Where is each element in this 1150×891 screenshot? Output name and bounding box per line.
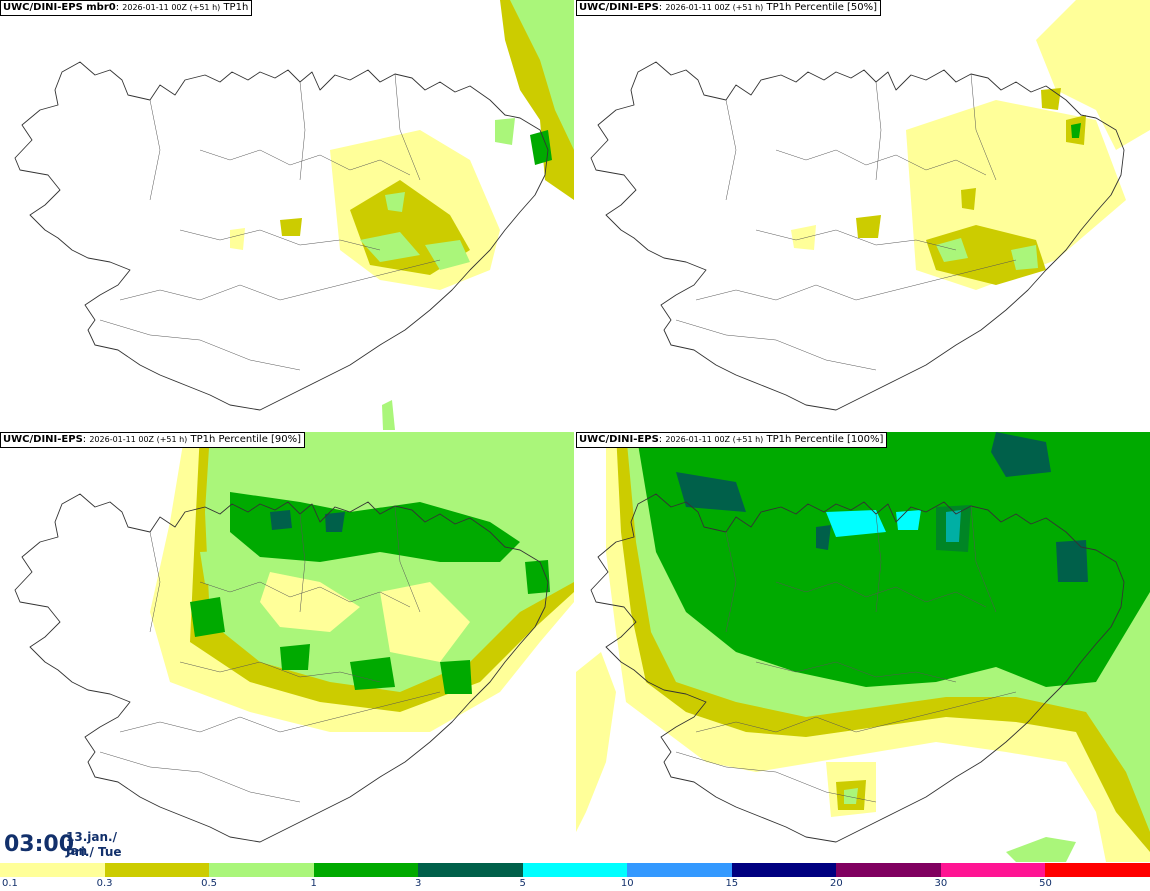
map-panel-p50: UWC/DINI-EPS: 2026-01-11 00Z (+51 h) TP1…	[576, 0, 1150, 430]
panel-title: UWC/DINI-EPS: 2026-01-11 00Z (+51 h) TP1…	[576, 0, 882, 16]
legend-tick-label: 20	[829, 878, 843, 889]
legend-tick-label: 1	[310, 878, 317, 889]
legend-tick-label: 0.5	[201, 878, 218, 889]
map-panel-mbr0: UWC/DINI-EPS mbr0: 2026-01-11 00Z (+51 h…	[0, 0, 574, 430]
legend-swatch	[940, 863, 1046, 877]
map-panel-p100: UWC/DINI-EPS: 2026-01-11 00Z (+51 h) TP1…	[576, 432, 1150, 862]
legend-swatch	[313, 863, 419, 877]
panel-title: UWC/DINI-EPS mbr0: 2026-01-11 00Z (+51 h…	[0, 0, 253, 16]
legend-swatch	[104, 863, 210, 877]
legend-swatch	[418, 863, 524, 877]
precipitation-map	[14, 432, 574, 843]
panel-title: UWC/DINI-EPS: 2026-01-11 00Z (+51 h) TP1…	[0, 432, 306, 448]
legend-tick-label: 15	[725, 878, 739, 889]
precipitation-map	[590, 0, 1150, 411]
legend-tick-label: 10	[620, 878, 634, 889]
valid-date: 13.jan./ Jan	[66, 830, 117, 858]
legend-tick-label: 50	[1039, 878, 1052, 889]
valid-day: Þri./ Tue	[66, 845, 122, 859]
color-legend: 0.1 0.3 0.5 1 3 5 10 15 20 30 50	[0, 862, 1150, 891]
legend-swatch	[522, 863, 628, 877]
map-panel-p90: UWC/DINI-EPS: 2026-01-11 00Z (+51 h) TP1…	[0, 432, 574, 862]
precipitation-map	[576, 432, 1150, 862]
legend-swatch	[0, 863, 106, 877]
legend-tick-label: 3	[414, 878, 422, 889]
legend-tick-label: 30	[934, 878, 948, 889]
panel-divider-horizontal	[0, 430, 1150, 432]
legend-swatch	[627, 863, 733, 877]
valid-time: 03:00	[4, 832, 75, 857]
legend-swatch	[731, 863, 837, 877]
legend-tick-label: 0.1	[2, 878, 18, 889]
legend-tick-label: 5	[519, 878, 526, 889]
legend-swatch	[209, 863, 315, 877]
legend-tick-label: 0.3	[96, 878, 113, 889]
valid-time-box: 03:00 13.jan./ Jan Þri./ Tue	[0, 824, 140, 862]
legend-swatch	[1045, 863, 1150, 877]
legend-swatch	[836, 863, 942, 877]
panel-title: UWC/DINI-EPS: 2026-01-11 00Z (+51 h) TP1…	[576, 432, 888, 448]
precipitation-map	[14, 0, 574, 430]
